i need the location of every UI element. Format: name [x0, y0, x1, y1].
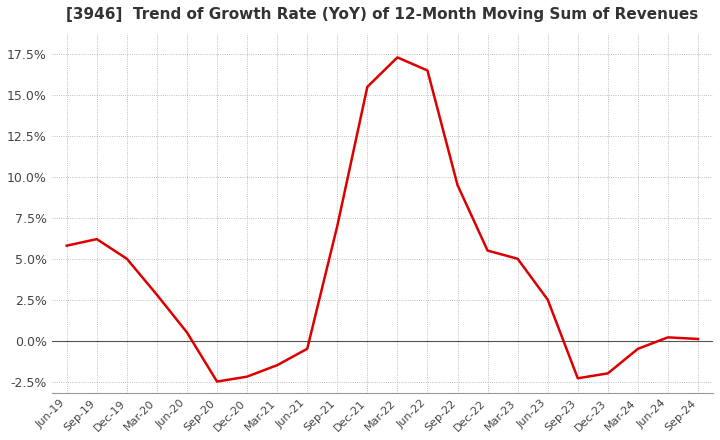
Title: [3946]  Trend of Growth Rate (YoY) of 12-Month Moving Sum of Revenues: [3946] Trend of Growth Rate (YoY) of 12-… [66, 7, 698, 22]
